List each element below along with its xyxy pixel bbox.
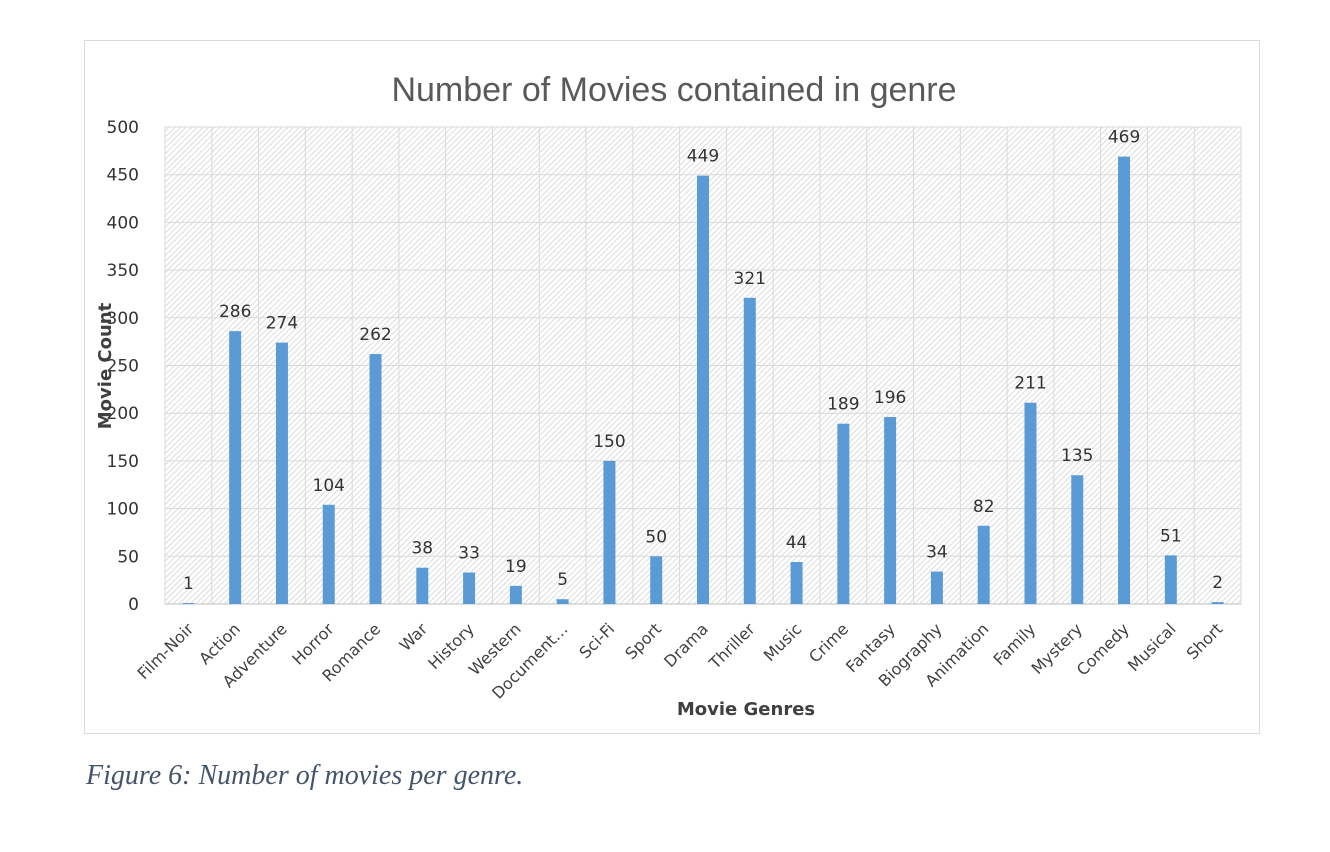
bar (1118, 156, 1131, 604)
bar (416, 567, 429, 604)
category-label: Sport (621, 619, 665, 663)
category-label: Sci-Fi (575, 619, 618, 662)
bar (463, 572, 476, 604)
data-label: 196 (874, 388, 906, 408)
data-label: 150 (593, 432, 625, 452)
data-label: 1 (183, 574, 194, 594)
category-label: Comedy (1073, 619, 1133, 679)
data-label: 469 (1108, 128, 1140, 148)
bar (743, 297, 756, 604)
category-label: Drama (660, 619, 712, 671)
data-label: 82 (973, 497, 995, 517)
bar (790, 562, 803, 604)
data-label: 189 (827, 395, 859, 415)
bar (1164, 555, 1177, 604)
data-label: 19 (505, 557, 527, 577)
y-tick-label: 200 (107, 404, 139, 424)
data-label: 33 (458, 544, 480, 564)
y-tick-label: 250 (107, 357, 139, 377)
data-label: 50 (645, 527, 667, 547)
bar (837, 423, 850, 604)
y-tick-label: 450 (107, 166, 139, 186)
data-label: 38 (411, 539, 433, 559)
figure-caption: Figure 6: Number of movies per genre. (86, 760, 524, 791)
data-label: 135 (1061, 446, 1093, 466)
y-axis-ticks: 0 50 100 150 200 250 300 350 400 450 500 (107, 118, 139, 615)
y-tick-label: 50 (117, 547, 139, 567)
y-tick-label: 300 (107, 309, 139, 329)
bar (229, 331, 242, 604)
category-label: Short (1183, 619, 1227, 663)
bar (603, 460, 616, 604)
bar (650, 556, 663, 604)
gridlines (164, 126, 1242, 605)
bar (697, 175, 709, 605)
bars (182, 156, 1224, 605)
data-label: 274 (266, 314, 298, 334)
bar (1071, 475, 1084, 604)
data-label: 34 (926, 543, 948, 563)
bar (884, 417, 897, 604)
bar (275, 342, 288, 604)
bar-chart: Number of Movies contained in genre 0501… (95, 71, 1242, 720)
chart-frame: Number of Movies contained in genre 0 50 1… (84, 40, 1260, 734)
category-label: Musical (1124, 619, 1180, 675)
data-labels: 1 286 274 104 262 38 33 19 5 150 50 449 321 44 189 196 3… (183, 128, 1223, 594)
category-label: Film-Noir (134, 619, 198, 683)
data-label: 104 (313, 476, 345, 496)
category-label: War (396, 619, 432, 655)
bar (977, 525, 990, 604)
data-label: 51 (1160, 526, 1182, 546)
y-tick-label: 150 (107, 452, 139, 472)
data-label: 262 (359, 325, 391, 345)
bar (182, 603, 195, 604)
data-label: 321 (734, 269, 766, 289)
y-tick-label: 500 (107, 118, 139, 138)
data-label: 449 (687, 147, 719, 167)
data-label: 2 (1212, 573, 1223, 593)
y-tick-label: 350 (107, 261, 139, 281)
x-axis-title: Movie Genres (677, 699, 815, 720)
y-tick-label: 0 (128, 595, 139, 615)
bar (1211, 602, 1224, 604)
y-tick-label: 100 (107, 500, 139, 520)
bar (322, 504, 335, 604)
y-tick-label: 400 (107, 213, 139, 233)
bar (509, 585, 522, 604)
category-label: Music (760, 619, 806, 665)
y-axis-title: Movie Count (95, 302, 116, 429)
bar (1024, 402, 1037, 604)
data-label: 5 (557, 570, 568, 590)
data-label: 286 (219, 302, 251, 322)
bar (556, 599, 569, 604)
bar (369, 354, 382, 604)
bar (930, 571, 943, 604)
chart-title: Number of Movies contained in genre (391, 71, 956, 109)
data-label: 211 (1014, 374, 1046, 394)
category-label: Thriller (705, 619, 759, 673)
data-label: 44 (786, 533, 808, 553)
